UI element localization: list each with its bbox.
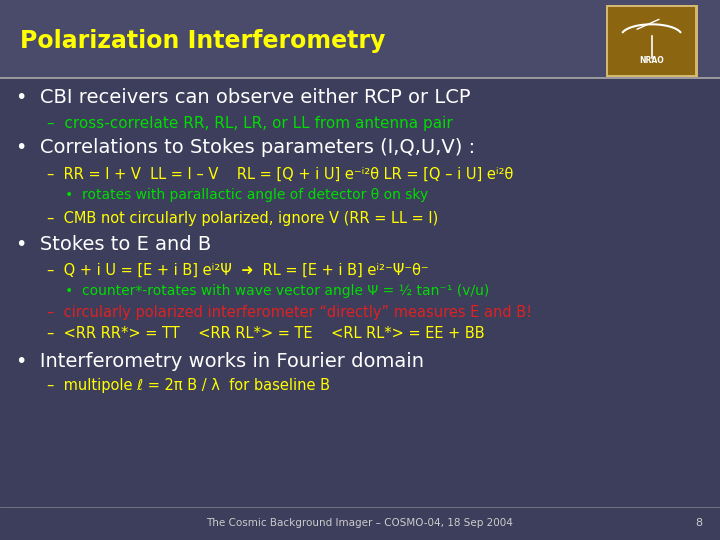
Text: •  Stokes to E and B: • Stokes to E and B [16,234,211,254]
Text: 8: 8 [695,518,702,528]
Text: •  Correlations to Stokes parameters (I,Q,U,V) :: • Correlations to Stokes parameters (I,Q… [16,138,475,158]
Bar [606,5,698,77]
Text: –  circularly polarized interferometer “directly” measures E and B!: – circularly polarized interferometer “d… [47,305,532,320]
Text: –  CMB not circularly polarized, ignore V (RR = LL = I): – CMB not circularly polarized, ignore V… [47,211,438,226]
Text: –  multipole ℓ = 2π B / λ  for baseline B: – multipole ℓ = 2π B / λ for baseline B [47,378,330,393]
Text: Polarization Interferometry: Polarization Interferometry [20,29,385,53]
Text: NRAO: NRAO [639,56,664,65]
Bar [0,0,720,78]
Text: –  <RR RR*> = TT    <RR RL*> = TE    <RL RL*> = EE + BB: – <RR RR*> = TT <RR RL*> = TE <RL RL*> =… [47,326,485,341]
Text: –  Q + i U = [E + i B] eⁱ²Ψ  ➜  RL = [E + i B] eⁱ²⁻Ψ⁻θ⁻: – Q + i U = [E + i B] eⁱ²Ψ ➜ RL = [E + i… [47,262,428,278]
Text: –  RR = I + V  LL = I – V    RL = [Q + i U] e⁻ⁱ²θ LR = [Q – i U] eⁱ²θ: – RR = I + V LL = I – V RL = [Q + i U] e… [47,167,513,182]
Text: •  Interferometry works in Fourier domain: • Interferometry works in Fourier domain [16,352,424,372]
Text: •  counter*-rotates with wave vector angle Ψ = ½ tan⁻¹ (v/u): • counter*-rotates with wave vector angl… [65,284,489,298]
Text: The Cosmic Background Imager – COSMO-04, 18 Sep 2004: The Cosmic Background Imager – COSMO-04,… [207,518,513,528]
Bar [608,7,695,75]
Text: •  CBI receivers can observe either RCP or LCP: • CBI receivers can observe either RCP o… [16,87,470,107]
Text: •  rotates with parallactic angle of detector θ on sky: • rotates with parallactic angle of dete… [65,188,428,202]
Text: –  cross-correlate RR, RL, LR, or LL from antenna pair: – cross-correlate RR, RL, LR, or LL from… [47,116,453,131]
